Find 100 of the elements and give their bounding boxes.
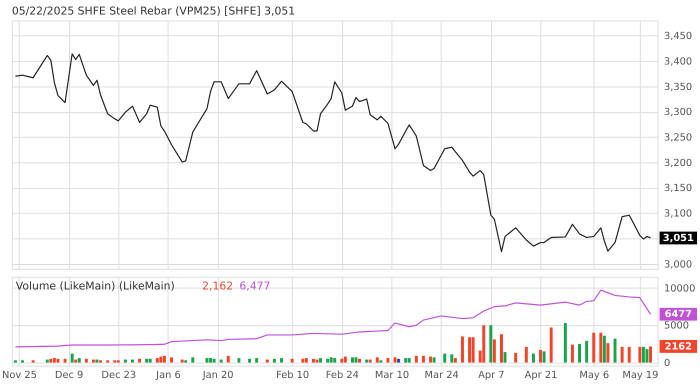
x-tick-label: Feb 24 (326, 370, 359, 381)
bar (46, 360, 49, 363)
chart-title: Volume (LikeMain) (LikeMain) (16, 280, 175, 293)
x-tick-label: Jan 20 (202, 370, 234, 381)
bar (96, 360, 98, 363)
bar (74, 360, 78, 363)
bar (237, 358, 240, 363)
bar (376, 357, 379, 363)
bar (266, 360, 269, 363)
bar (116, 360, 120, 363)
bar (212, 358, 216, 363)
bar (159, 356, 162, 363)
bar (432, 357, 436, 363)
text: 3,051 (662, 232, 694, 244)
bar (180, 360, 184, 363)
y-tick-label: 10000 (664, 283, 696, 294)
bar (301, 358, 304, 363)
bar (330, 357, 333, 363)
bar (56, 358, 60, 363)
bar (206, 358, 208, 363)
bar (443, 354, 446, 363)
bar (642, 346, 645, 363)
bar (570, 344, 574, 363)
bar (628, 346, 631, 363)
x-tick-label: Dec 23 (101, 370, 136, 381)
bar (414, 356, 418, 363)
bar (290, 358, 294, 363)
bar (460, 336, 464, 363)
x-tick-label: Dec 9 (54, 370, 84, 381)
bar (578, 344, 582, 363)
bar (272, 358, 276, 363)
y-tick-label: 3,400 (664, 56, 692, 68)
bar (450, 354, 454, 363)
line-series (14, 290, 652, 348)
bar (99, 360, 102, 363)
line-series (14, 53, 652, 252)
y-tick-label: 3,300 (664, 107, 692, 118)
bar (606, 343, 610, 363)
bar (602, 336, 606, 363)
bar (386, 358, 390, 363)
y-tick-label: 0 (664, 358, 670, 369)
bar (14, 360, 17, 363)
bar (500, 334, 503, 363)
bar (248, 358, 252, 363)
bar (333, 358, 336, 363)
bar (49, 358, 52, 363)
bar (379, 360, 382, 363)
bar (280, 358, 283, 363)
bar (106, 360, 110, 363)
bar (422, 356, 425, 363)
annotation: 6,477 (239, 280, 270, 293)
y-tick-label: 5000 (664, 320, 690, 332)
bar (394, 357, 397, 363)
bar (326, 358, 330, 363)
bar (184, 360, 188, 363)
bar (344, 356, 347, 363)
y-tick-label: 3,100 (664, 208, 692, 220)
bar (532, 354, 535, 363)
bar (220, 360, 223, 363)
bar (514, 352, 518, 363)
x-tick-label: Apr 7 (478, 370, 505, 381)
y-tick-label: 3,200 (664, 158, 692, 169)
x-tick-label: Mar 24 (424, 370, 459, 381)
bar (564, 323, 567, 363)
bar (429, 356, 432, 363)
text: 2162 (664, 341, 692, 352)
x-tick-label: Mar 10 (374, 370, 410, 381)
bar (148, 358, 152, 363)
y-tick-label: 3,000 (664, 259, 692, 270)
bar (468, 337, 472, 363)
x-tick-label: May 6 (579, 370, 610, 381)
bar (599, 332, 602, 363)
bar (524, 346, 528, 363)
chart-title: 05/22/2025 SHFE Steel Rebar (VPM25) [SHFE] 3,051 (12, 4, 296, 18)
bar (319, 358, 322, 363)
bar (130, 360, 134, 363)
bar (454, 358, 457, 363)
bar (312, 358, 315, 363)
bar (32, 360, 35, 363)
text: 6477 (664, 309, 692, 320)
bar (585, 340, 588, 363)
x-tick-label: Jan 6 (155, 370, 181, 381)
bar (645, 349, 648, 363)
bar (504, 352, 507, 363)
bar (614, 338, 617, 363)
bar (542, 351, 546, 363)
bar (354, 357, 358, 363)
bar (649, 346, 652, 363)
x-tick-label: Feb 10 (276, 370, 310, 381)
bar (20, 360, 24, 363)
bar (84, 358, 88, 363)
bar (397, 358, 400, 363)
bar (124, 360, 127, 363)
bar (156, 358, 159, 363)
y-tick-label: 3,350 (664, 82, 692, 93)
bar (638, 346, 642, 363)
bar (350, 357, 354, 363)
bar (620, 346, 624, 363)
bar (340, 358, 344, 363)
bar (365, 360, 368, 363)
